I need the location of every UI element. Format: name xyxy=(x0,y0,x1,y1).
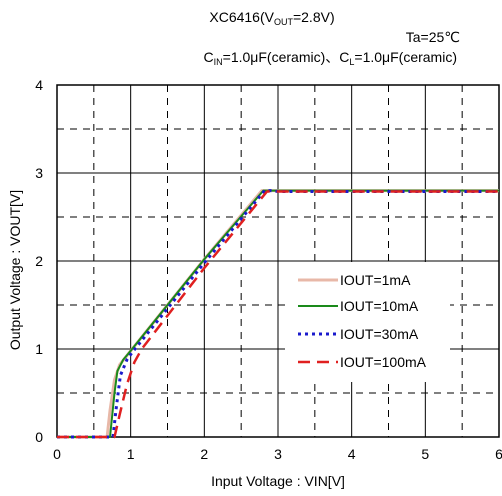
title-main: XC6416(V xyxy=(209,9,274,25)
y-tick-label: 3 xyxy=(35,165,43,181)
cl-sub: L xyxy=(349,57,354,67)
grid xyxy=(57,85,499,437)
y-tick-label: 1 xyxy=(35,341,43,357)
temperature-condition: Ta=25℃ xyxy=(406,29,460,45)
legend-label-1: IOUT=1mA xyxy=(340,272,411,288)
legend: IOUT=1mA IOUT=10mA IOUT=30mA IOUT=100mA xyxy=(298,272,427,370)
capacitor-condition: CIN=1.0μF(ceramic)、CL=1.0μF(ceramic) xyxy=(204,49,457,67)
series-line-3 xyxy=(57,189,499,439)
y-tick-label: 2 xyxy=(35,253,43,269)
legend-label-4: IOUT=100mA xyxy=(340,354,427,370)
x-tick-label: 4 xyxy=(348,446,356,462)
cl-main: C xyxy=(339,49,349,65)
chart-title: XC6416(VOUT=2.8V) xyxy=(209,9,334,27)
x-tick-label: 0 xyxy=(53,446,61,462)
x-tick-label: 5 xyxy=(421,446,429,462)
cl-tail: =1.0μF(ceramic) xyxy=(354,49,457,65)
x-axis-label: Input Voltage : VIN[V] xyxy=(211,473,345,489)
y-axis-label: Output Voltage : VOUT[V] xyxy=(7,190,23,350)
y-tick-label: 4 xyxy=(35,77,43,93)
x-tick-label: 2 xyxy=(200,446,208,462)
legend-label-3: IOUT=30mA xyxy=(340,326,419,342)
plot-frame xyxy=(56,84,500,438)
cin-main: C xyxy=(204,49,214,65)
title-sub: OUT xyxy=(274,17,294,27)
cin-tail: =1.0μF(ceramic)、 xyxy=(223,49,340,65)
legend-box xyxy=(285,262,450,382)
legend-label-2: IOUT=10mA xyxy=(340,298,419,314)
x-tick-label: 6 xyxy=(495,446,502,462)
series-line-4 xyxy=(57,190,499,439)
tick-labels: 0 1 2 3 4 5 6 0 1 2 3 4 xyxy=(35,77,502,462)
title-tail: =2.8V) xyxy=(293,9,335,25)
series-lines xyxy=(57,189,499,439)
y-tick-label: 0 xyxy=(35,429,43,445)
x-tick-label: 1 xyxy=(127,446,135,462)
cin-sub: IN xyxy=(214,57,223,67)
x-tick-label: 3 xyxy=(274,446,282,462)
